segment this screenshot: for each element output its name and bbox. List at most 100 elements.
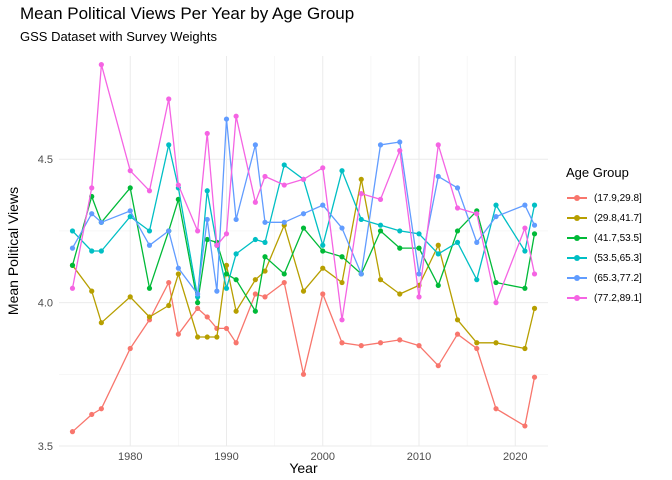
data-point xyxy=(522,225,528,231)
data-point xyxy=(223,231,230,237)
data-point xyxy=(127,168,133,174)
data-point xyxy=(98,219,104,225)
y-tick-label: 3.5 xyxy=(38,441,53,453)
legend-item: (65.3,77.2] xyxy=(566,268,642,288)
data-point xyxy=(339,279,345,286)
data-point xyxy=(127,345,133,352)
data-point xyxy=(89,288,95,294)
data-point xyxy=(397,139,403,145)
data-point xyxy=(397,337,403,343)
data-point xyxy=(195,305,201,311)
data-point xyxy=(397,245,403,251)
grid-lines xyxy=(59,56,548,447)
data-point xyxy=(493,406,499,412)
data-point xyxy=(233,308,239,314)
data-point xyxy=(531,202,538,208)
data-point xyxy=(435,363,441,369)
y-tick-label: 4.5 xyxy=(38,154,53,166)
data-point xyxy=(474,239,480,245)
data-point xyxy=(397,228,403,234)
data-point xyxy=(166,96,172,102)
data-point xyxy=(89,211,95,217)
data-point xyxy=(223,285,230,291)
data-point xyxy=(320,202,326,208)
y-axis-title: Mean Political Views xyxy=(5,187,21,315)
data-point xyxy=(262,219,268,225)
data-point xyxy=(531,305,538,311)
data-point xyxy=(416,245,422,251)
data-point xyxy=(320,242,326,248)
data-point xyxy=(358,176,364,182)
x-tick-label: 1980 xyxy=(118,451,142,463)
data-point xyxy=(281,162,287,168)
data-point xyxy=(98,62,104,68)
data-point xyxy=(252,291,258,297)
data-point xyxy=(233,216,239,223)
data-point xyxy=(281,219,287,225)
data-point xyxy=(166,302,172,309)
legend-key xyxy=(566,191,588,205)
data-point xyxy=(454,331,461,337)
data-point xyxy=(493,213,499,220)
legend-item: (29.8,41.7] xyxy=(566,208,642,228)
data-point xyxy=(493,300,499,306)
data-point xyxy=(531,271,538,277)
data-point xyxy=(493,279,499,286)
data-point xyxy=(69,228,76,234)
data-point xyxy=(233,277,239,283)
data-point xyxy=(300,176,307,182)
data-point xyxy=(195,300,201,306)
data-point xyxy=(195,334,201,340)
data-point xyxy=(300,211,307,217)
data-point xyxy=(281,271,287,277)
data-point xyxy=(358,216,364,223)
series-line xyxy=(71,187,536,312)
data-point xyxy=(435,142,441,148)
data-point xyxy=(377,196,384,202)
data-point xyxy=(474,277,480,283)
data-point xyxy=(454,205,461,211)
data-point xyxy=(522,285,528,291)
data-point xyxy=(454,228,461,234)
data-point xyxy=(146,242,153,248)
data-point xyxy=(339,168,345,174)
legend-label: (41.7,53.5] xyxy=(594,232,642,244)
data-point xyxy=(262,173,268,180)
data-point xyxy=(214,334,220,340)
legend: Age Group (17.9,29.8] (29.8,41.7] (41.7,53… xyxy=(566,165,642,308)
data-point xyxy=(127,208,133,214)
y-tick-label: 4.0 xyxy=(38,298,53,310)
data-point xyxy=(416,231,422,237)
data-point xyxy=(204,334,210,340)
data-point xyxy=(300,225,307,231)
data-point xyxy=(204,236,210,243)
data-point xyxy=(435,251,441,257)
data-point xyxy=(195,291,201,297)
data-point xyxy=(98,320,104,326)
series-line xyxy=(71,63,536,321)
chart-subtitle: GSS Dataset with Survey Weights xyxy=(20,29,218,44)
data-point xyxy=(397,148,403,154)
y-axis-ticks: 3.5 4.0 4.5 xyxy=(38,154,53,453)
series-5 xyxy=(69,116,538,297)
data-point xyxy=(252,277,258,283)
data-point xyxy=(300,371,307,377)
legend-label: (65.3,77.2] xyxy=(594,272,642,284)
data-point xyxy=(320,165,326,171)
legend-key xyxy=(566,271,588,285)
data-point xyxy=(89,185,95,191)
data-point xyxy=(233,340,239,346)
legend-item: (77.2,89.1] xyxy=(566,288,642,308)
data-point xyxy=(69,245,76,251)
x-tick-label: 2000 xyxy=(311,451,335,463)
data-point xyxy=(146,285,153,291)
legend-key xyxy=(566,211,588,225)
x-axis-ticks: 1980 1990 2000 2010 2020 xyxy=(118,451,528,463)
data-point xyxy=(214,242,220,248)
data-point xyxy=(223,271,230,277)
legend-item: (17.9,29.8] xyxy=(566,188,642,208)
x-tick-label: 2020 xyxy=(503,451,527,463)
legend-label: (77.2,89.1] xyxy=(594,292,642,304)
data-point xyxy=(69,285,76,291)
data-point xyxy=(223,262,230,268)
